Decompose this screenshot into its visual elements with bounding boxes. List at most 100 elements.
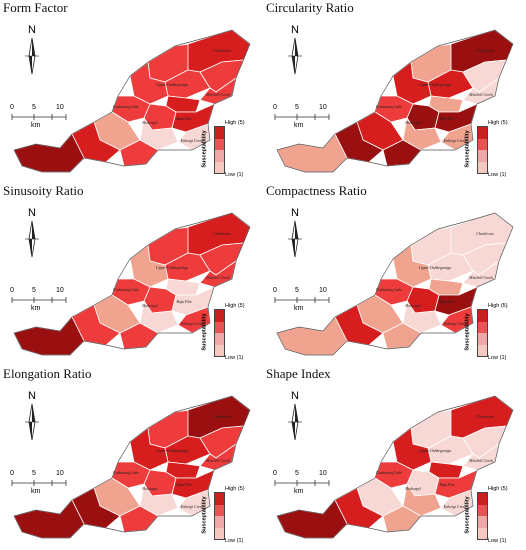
legend-swatch (478, 150, 487, 162)
north-label: N (291, 207, 299, 219)
scale-unit: km (294, 488, 304, 495)
legend-color-bar (214, 309, 225, 357)
north-arrow-icon (25, 37, 39, 75)
sub-basin[interactable] (13, 133, 85, 173)
legend-color-bar (214, 492, 225, 540)
sub-basin-label: Baja Flat (439, 299, 455, 304)
scale-tick-label: 5 (32, 104, 36, 111)
sub-basin-label: Kaskaning Lake (375, 287, 402, 292)
scale-bar-graphic (274, 297, 330, 303)
sub-basin-label: Mitchell Creek (205, 458, 230, 463)
sub-basin[interactable] (276, 133, 348, 173)
north-arrow: N (285, 390, 305, 442)
sub-basin[interactable] (13, 316, 85, 356)
legend-low-label: Low (1) (225, 538, 244, 544)
scale-tick-label: 5 (295, 287, 299, 294)
legend-high-label: High (5) (488, 303, 508, 309)
legend-axis: Susceptability (202, 492, 214, 542)
panel-title: Shape Index (266, 366, 331, 381)
legend-swatch (478, 516, 487, 528)
scale-tick-label: 10 (319, 104, 327, 111)
watershed-map: Charlevoix Upper Oshkegoniga Mitchell Cree… (13, 395, 251, 539)
legend-high-label: High (5) (225, 120, 245, 126)
legend-axis: Susceptability (464, 309, 477, 359)
legend-swatch (215, 310, 224, 322)
sub-basin-label: Upper Oshkegoniga (419, 265, 451, 270)
scale-tick-label: 0 (273, 470, 277, 477)
legend-color-bar (477, 492, 488, 540)
sub-basin-label: Mitchell Creek (205, 92, 230, 97)
legend-swatch (478, 138, 487, 150)
legend-low-label: Low (1) (488, 172, 507, 178)
legend-axis: Susceptability (464, 126, 477, 176)
sub-basin[interactable] (276, 316, 348, 356)
legend-swatch (478, 527, 487, 539)
sub-basin-label: Hodenpyl (404, 486, 421, 491)
sub-basin-label: Mitchell Creek (468, 458, 493, 463)
sub-basin-label: Baja Flat (176, 299, 192, 304)
sub-basin-label: Enkeigi Creek (180, 321, 204, 326)
sub-basin-label: Enkeigi Creek (180, 504, 204, 509)
scale-tick-label: 10 (319, 470, 327, 477)
sub-basin-label: Baja Flat (176, 482, 192, 487)
scale-unit: km (294, 122, 304, 129)
watershed-map: Charlevoix Upper Oshkegoniga Mitchell Cree… (13, 212, 251, 356)
sub-basin-label: Baja Flat (439, 116, 455, 121)
north-arrow-icon (25, 403, 39, 441)
legend-swatch (478, 321, 487, 333)
watershed-outline (13, 395, 251, 539)
scale-tick-label: 0 (10, 470, 14, 477)
sub-basin-label: Charlevoix (476, 414, 494, 419)
sub-basin-label: Mitchell Creek (205, 275, 230, 280)
scale-bar: 0 5 10 km (8, 287, 70, 317)
watershed-outline (276, 29, 514, 173)
legend-axis: Susceptability (465, 492, 477, 542)
legend-low-label: Low (1) (488, 355, 507, 361)
scale-tick-label: 0 (273, 287, 277, 294)
panel-title: Form Factor (3, 0, 68, 15)
legend-high-label: High (5) (225, 486, 245, 492)
sub-basin-label: Upper Oshkegoniga (156, 265, 188, 270)
legend-swatch (215, 516, 224, 528)
legend-swatch (215, 127, 224, 139)
watershed-map: Charlevoix Upper Oshkegoniga Mitchell Cree… (276, 29, 514, 173)
north-arrow: N (22, 207, 42, 259)
sub-basin[interactable] (276, 499, 348, 539)
legend: Susceptability High (5) Low (1) (464, 303, 525, 365)
sub-basin-label: Charlevoix (476, 48, 494, 53)
sub-basin-label: Baja Flat (439, 482, 455, 487)
north-arrow-icon (25, 220, 39, 258)
scale-unit: km (31, 122, 41, 129)
sub-basin-label: Enkeigi Creek (180, 138, 204, 143)
watershed-map: Charlevoix Upper Oshkegoniga Mitchell Cree… (276, 395, 514, 539)
legend-swatch (478, 493, 487, 505)
north-arrow: N (22, 390, 42, 442)
sub-basin-label: Charlevoix (213, 48, 231, 53)
scale-unit: km (31, 305, 41, 312)
north-label: N (291, 390, 299, 402)
legend: Susceptability High (5) Low (1) (202, 303, 262, 365)
legend-low-label: Low (1) (225, 172, 244, 178)
sub-basin-label: Kaskaning Lake (112, 287, 139, 292)
legend-axis-label: Susceptability (464, 130, 471, 168)
panel-title: Circularity Ratio (266, 0, 354, 15)
sub-basin-label: Hodenpyl (141, 486, 158, 491)
map-panel: Shape Index Charlevoix Upper Oshkegoniga Mi… (263, 366, 526, 549)
map-panel: Compactness Ratio Charlevoix Upper Oshkego… (263, 183, 526, 366)
north-label: N (28, 390, 36, 402)
sub-basin-label: Hodenpyl (404, 120, 421, 125)
north-arrow-icon (288, 403, 302, 441)
scale-tick-label: 10 (56, 470, 64, 477)
legend-swatch (215, 161, 224, 173)
scale-bar-graphic (274, 114, 330, 120)
legend-axis-label: Susceptability (464, 313, 471, 351)
legend-swatch (215, 321, 224, 333)
legend-swatch (478, 127, 487, 139)
legend-swatch (478, 333, 487, 345)
scale-tick-label: 10 (319, 287, 327, 294)
legend-swatch (215, 333, 224, 345)
scale-bar-graphic (11, 480, 67, 486)
map-panel: Circularity Ratio Charlevoix Upper Oshkego… (263, 0, 526, 183)
sub-basin[interactable] (13, 499, 85, 539)
legend-swatch (478, 504, 487, 516)
